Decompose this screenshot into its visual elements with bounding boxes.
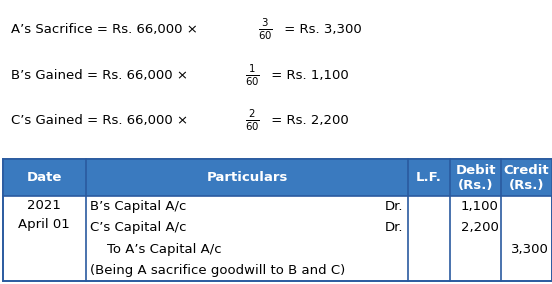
- Text: B’s Capital A/c: B’s Capital A/c: [90, 200, 187, 213]
- Text: Credit
(Rs.): Credit (Rs.): [504, 164, 549, 191]
- Text: $\frac{3}{60}$: $\frac{3}{60}$: [258, 17, 273, 43]
- Text: (Being A sacrifice goodwill to B and C): (Being A sacrifice goodwill to B and C): [90, 264, 345, 277]
- Text: B’s Gained = Rs. 66,000 ×: B’s Gained = Rs. 66,000 ×: [11, 69, 192, 82]
- Bar: [3, 159, 552, 281]
- Text: 2021
April 01: 2021 April 01: [18, 199, 70, 231]
- Text: $\frac{2}{60}$: $\frac{2}{60}$: [245, 108, 260, 133]
- Text: C’s Gained = Rs. 66,000 ×: C’s Gained = Rs. 66,000 ×: [11, 114, 193, 127]
- Text: = Rs. 3,300: = Rs. 3,300: [280, 23, 362, 36]
- Bar: [3, 159, 552, 196]
- Text: 1,100: 1,100: [460, 200, 498, 213]
- Text: C’s Capital A/c: C’s Capital A/c: [90, 222, 187, 234]
- Text: = Rs. 2,200: = Rs. 2,200: [267, 114, 349, 127]
- Text: Dr.: Dr.: [384, 222, 403, 234]
- Text: A’s Sacrifice = Rs. 66,000 ×: A’s Sacrifice = Rs. 66,000 ×: [11, 23, 202, 36]
- Text: 2,200: 2,200: [460, 222, 498, 234]
- Text: = Rs. 1,100: = Rs. 1,100: [267, 69, 349, 82]
- Text: $\frac{1}{60}$: $\frac{1}{60}$: [245, 62, 260, 88]
- Text: L.F.: L.F.: [416, 171, 442, 184]
- Text: To A’s Capital A/c: To A’s Capital A/c: [90, 243, 221, 256]
- Text: Dr.: Dr.: [384, 200, 403, 213]
- Text: Debit
(Rs.): Debit (Rs.): [455, 164, 496, 191]
- Text: Particulars: Particulars: [206, 171, 288, 184]
- Text: Date: Date: [26, 171, 62, 184]
- Text: 3,300: 3,300: [511, 243, 549, 256]
